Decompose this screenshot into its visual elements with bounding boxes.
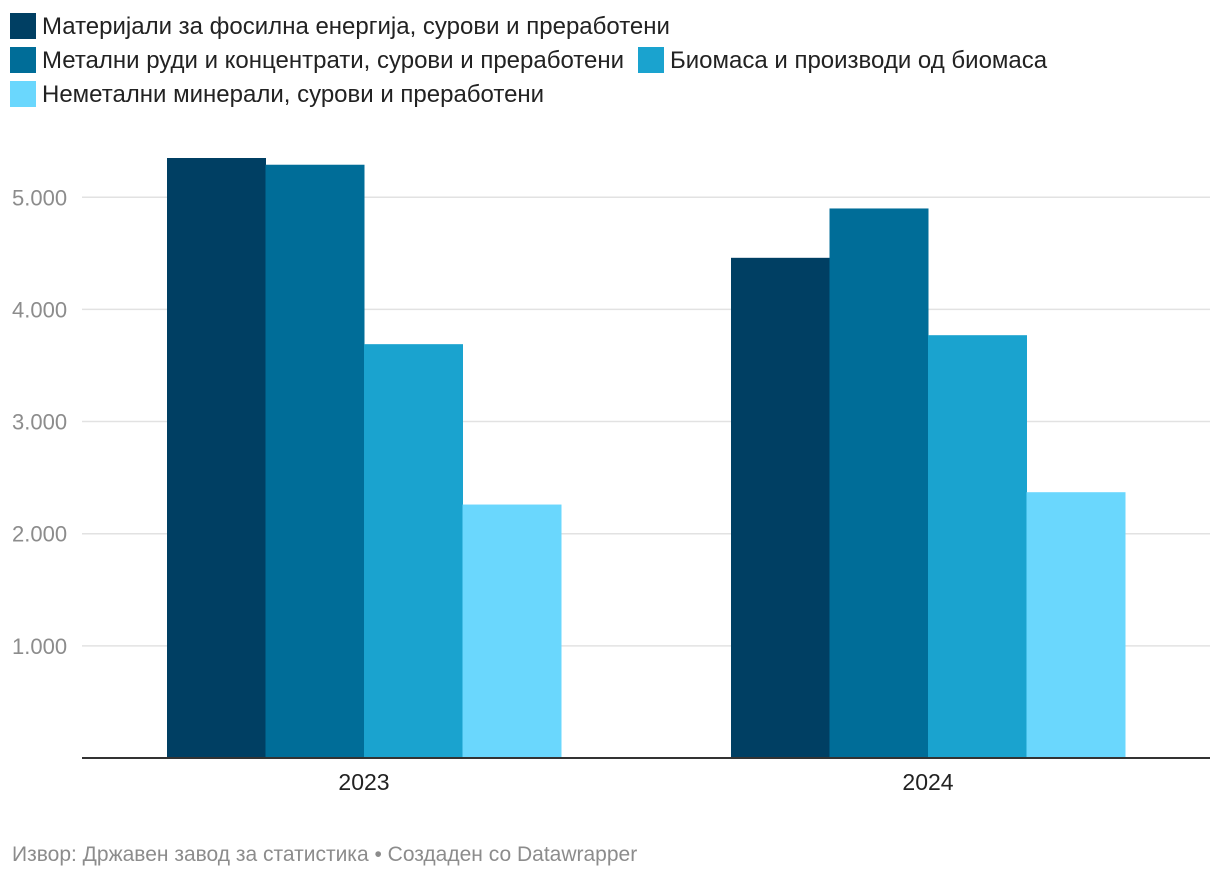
source-footer: Извор: Државен завод за статистика • Соз… bbox=[12, 843, 638, 866]
legend-label: Биомаса и производи од биомаса bbox=[670, 47, 1048, 74]
legend-item: Неметални минерали, сурови и преработени bbox=[10, 78, 544, 112]
bar bbox=[364, 344, 463, 758]
legend-item: Биомаса и производи од биомаса bbox=[638, 44, 1047, 78]
legend-swatch bbox=[10, 13, 36, 39]
bar bbox=[829, 208, 929, 758]
legend-swatch bbox=[638, 47, 664, 73]
bar bbox=[928, 335, 1027, 758]
bar bbox=[167, 158, 266, 758]
chart-legend: Материјали за фосилна енергија, сурови и… bbox=[10, 10, 1210, 112]
legend-swatch bbox=[10, 47, 36, 73]
legend-item: Метални руди и концентрати, сурови и пре… bbox=[10, 44, 624, 78]
y-tick-label: 2.000 bbox=[12, 522, 67, 547]
x-tick-label: 2023 bbox=[338, 769, 389, 795]
legend-item: Материјали за фосилна енергија, сурови и… bbox=[10, 10, 670, 44]
y-tick-label: 1.000 bbox=[12, 634, 67, 659]
x-tick-label: 2024 bbox=[902, 769, 953, 795]
legend-swatch bbox=[10, 81, 36, 107]
legend-label: Материјали за фосилна енергија, сурови и… bbox=[42, 13, 670, 40]
bar bbox=[731, 257, 830, 758]
legend-label: Неметални минерали, сурови и преработени bbox=[42, 81, 545, 108]
legend-label: Метални руди и концентрати, сурови и пре… bbox=[42, 47, 624, 74]
y-tick-label: 4.000 bbox=[12, 297, 67, 322]
bar bbox=[265, 164, 365, 758]
bar bbox=[462, 504, 562, 758]
y-tick-label: 3.000 bbox=[12, 410, 67, 435]
y-tick-label: 5.000 bbox=[12, 185, 67, 210]
bar bbox=[1026, 492, 1126, 758]
